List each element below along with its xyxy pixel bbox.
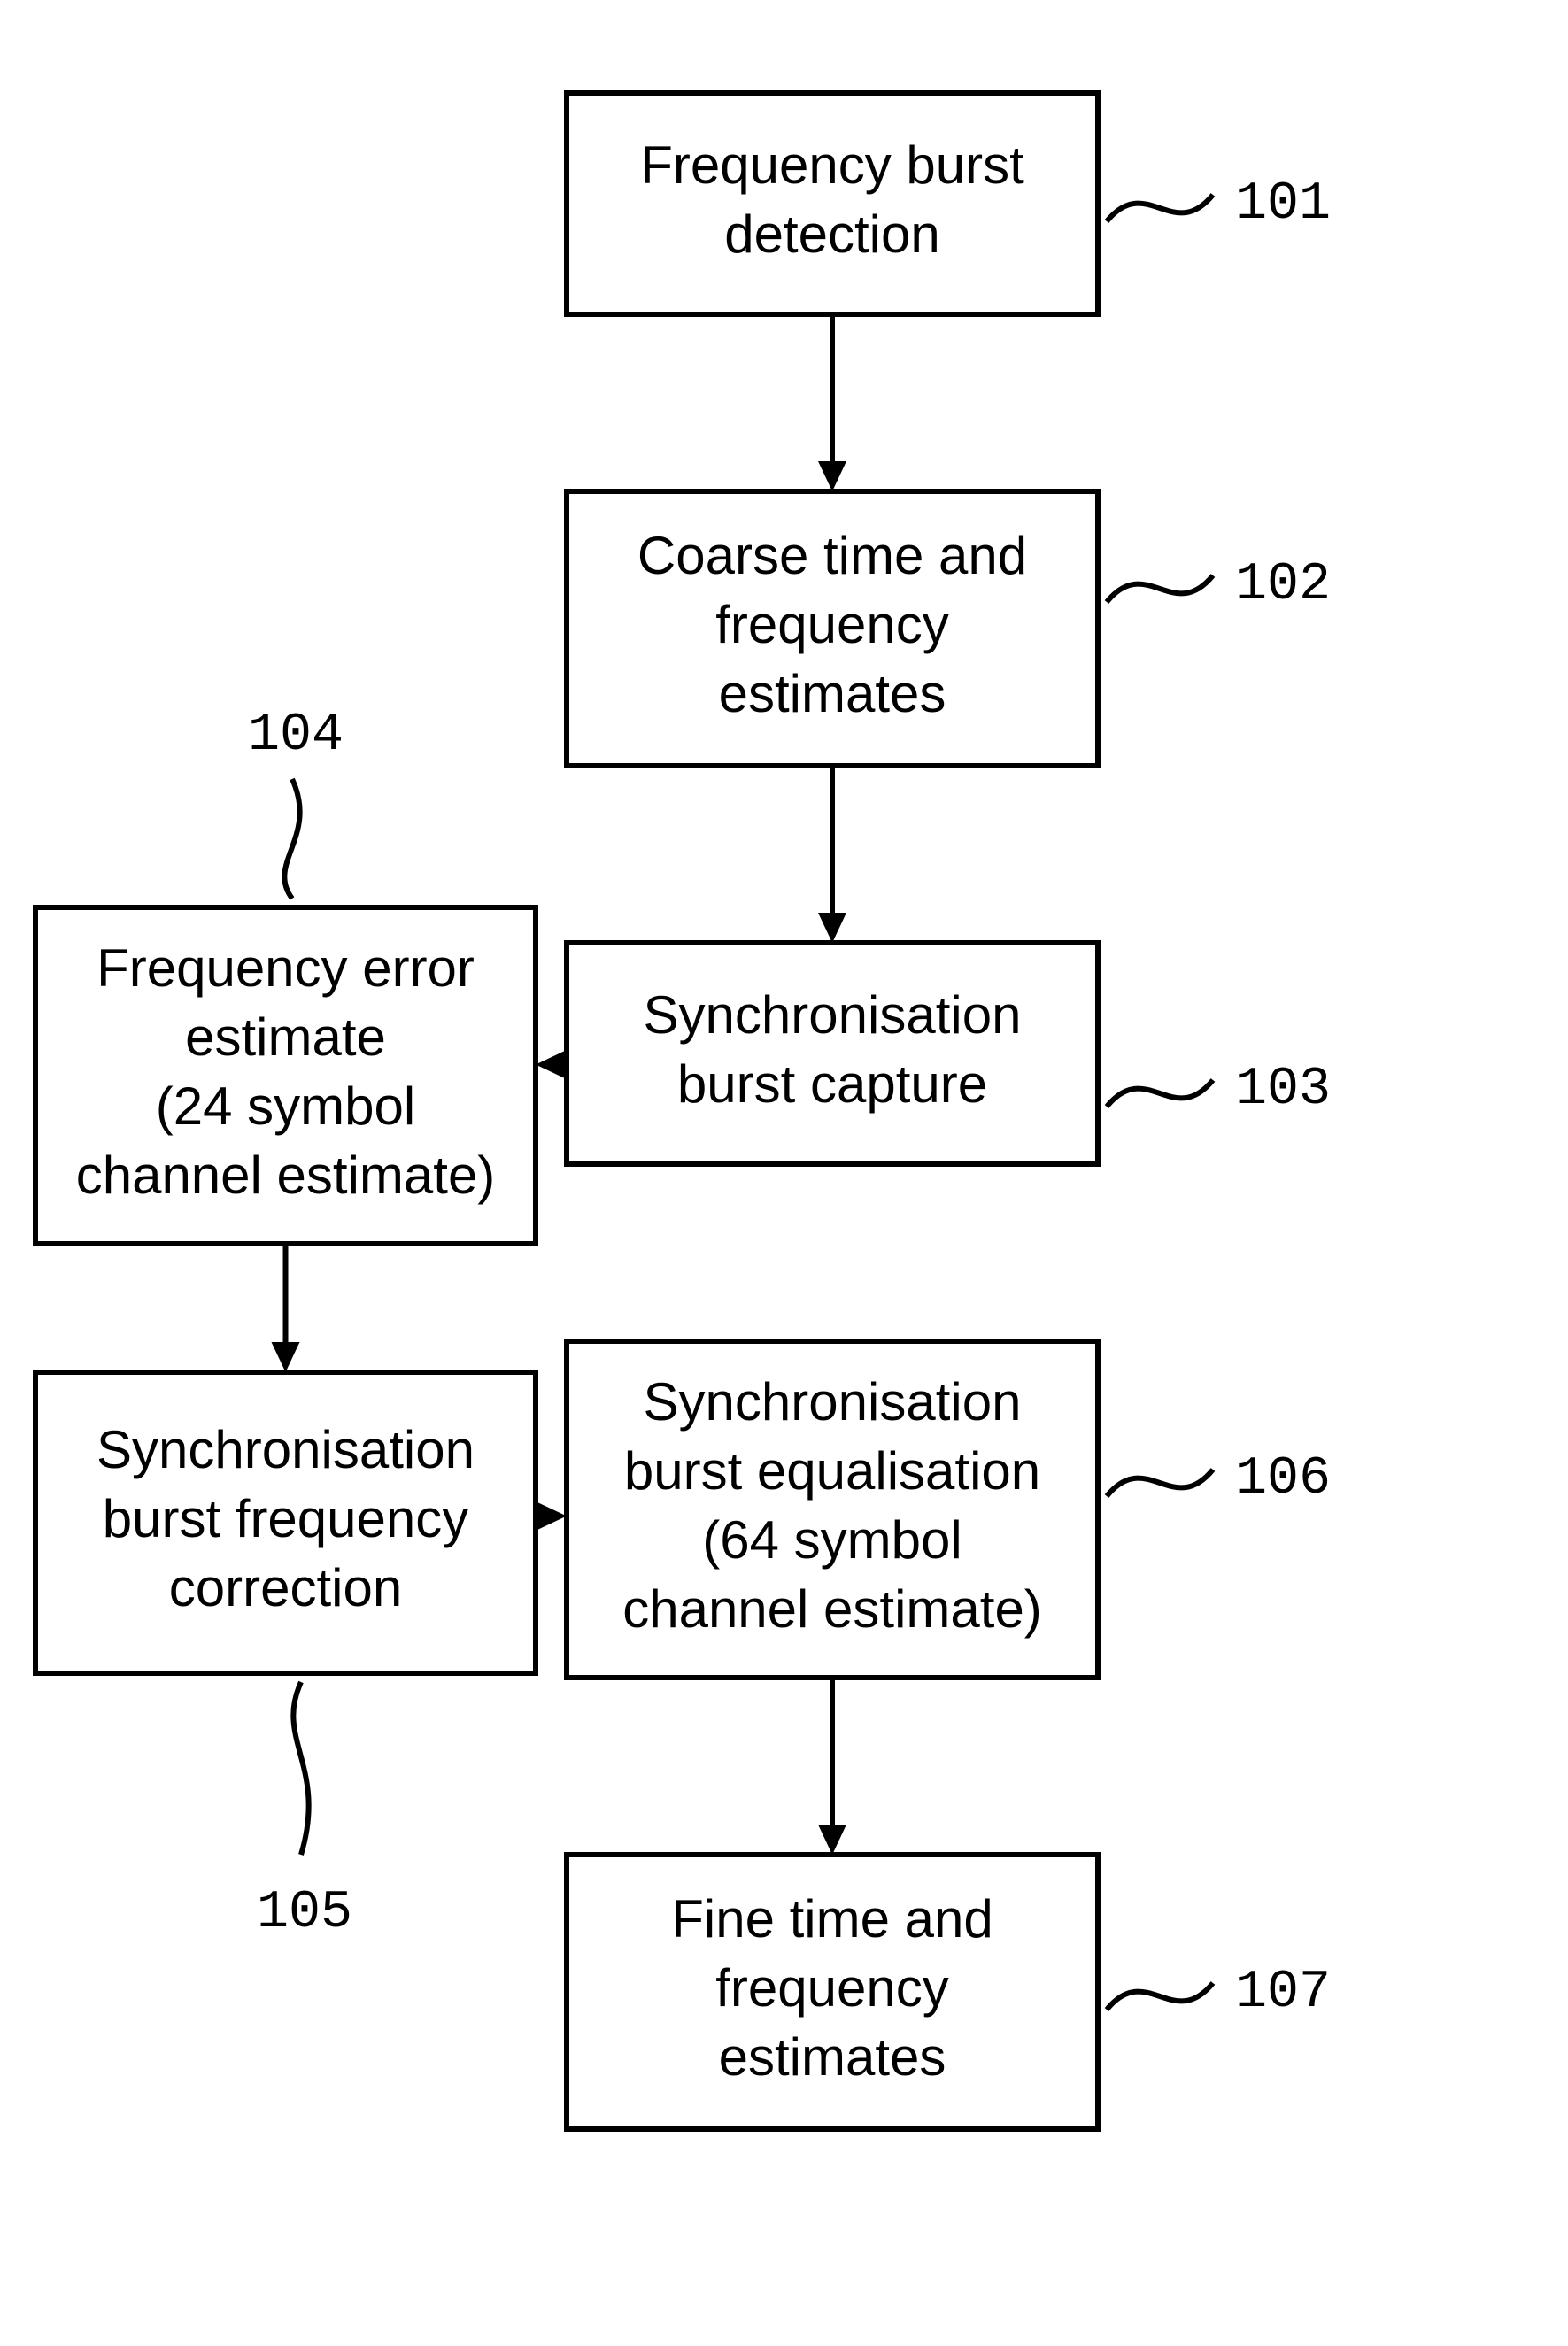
ref-leader — [1107, 195, 1213, 221]
flow-node-text: Coarse time and — [637, 526, 1027, 585]
ref-leader — [1107, 1470, 1213, 1496]
flow-node-text: estimate — [185, 1007, 386, 1067]
flow-node-text: frequency — [715, 595, 949, 654]
flow-node-text: channel estimate) — [622, 1579, 1042, 1639]
ref-label: 107 — [1235, 1963, 1331, 2023]
flow-node-text: Synchronisation — [97, 1420, 475, 1479]
ref-label: 101 — [1235, 174, 1331, 235]
flow-node-text: correction — [169, 1558, 402, 1617]
flow-node-text: Frequency burst — [640, 135, 1024, 195]
flow-node-text: Synchronisation — [644, 1372, 1022, 1432]
flow-node-text: channel estimate) — [76, 1146, 496, 1205]
ref-leader — [1107, 1983, 1213, 2010]
flow-node-text: burst equalisation — [624, 1441, 1040, 1501]
flow-node-103: Synchronisation burst capture 103 — [567, 943, 1331, 1164]
ref-leader — [284, 779, 299, 899]
ref-label: 104 — [248, 706, 344, 766]
ref-leader — [1107, 575, 1213, 602]
flow-node-text: burst frequency — [103, 1489, 469, 1548]
ref-label: 102 — [1235, 555, 1331, 615]
flow-node-text: estimates — [719, 2027, 946, 2087]
flow-node-text: (64 symbol — [702, 1510, 962, 1570]
flow-node-text: (24 symbol — [156, 1077, 415, 1136]
arrowhead — [818, 461, 846, 491]
flow-node-106: Synchronisation burst equalisation (64 sym… — [567, 1341, 1331, 1678]
flow-node-text: frequency — [715, 1958, 949, 2018]
ref-label: 106 — [1235, 1449, 1331, 1509]
arrowhead — [537, 1502, 567, 1531]
arrowhead — [272, 1342, 300, 1372]
ref-leader — [1107, 1080, 1213, 1107]
arrowhead — [536, 1051, 566, 1079]
flow-node-102: Coarse time and frequency estimates 102 — [567, 491, 1331, 766]
ref-leader — [293, 1682, 308, 1855]
flow-node-text: detection — [724, 205, 940, 264]
flow-node-text: burst capture — [677, 1054, 987, 1114]
flow-node-text: Synchronisation — [644, 985, 1022, 1045]
arrowhead — [818, 1825, 846, 1855]
flow-node-101: Frequency burst detection 101 — [567, 93, 1331, 314]
flow-node-text: estimates — [719, 664, 946, 723]
ref-label: 103 — [1235, 1060, 1331, 1120]
flow-node-107: Fine time and frequency estimates 107 — [567, 1855, 1331, 2129]
arrowhead — [818, 913, 846, 943]
flow-node-text: Frequency error — [97, 938, 475, 998]
flow-node-text: Fine time and — [671, 1889, 993, 1949]
flow-node-104: Frequency error estimate (24 symbol channel… — [35, 706, 536, 1244]
flow-node-105: Synchronisation burst frequency correction… — [35, 1372, 536, 1943]
ref-label: 105 — [257, 1883, 352, 1943]
